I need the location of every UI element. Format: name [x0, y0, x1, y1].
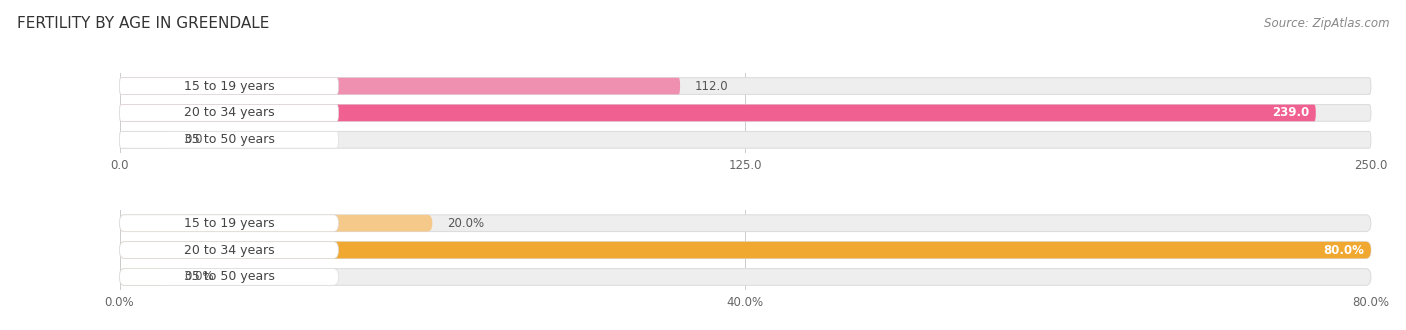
FancyBboxPatch shape [120, 78, 339, 94]
Text: Source: ZipAtlas.com: Source: ZipAtlas.com [1264, 16, 1389, 29]
FancyBboxPatch shape [120, 105, 1371, 121]
Text: 0.0: 0.0 [184, 133, 202, 146]
Text: 35 to 50 years: 35 to 50 years [184, 133, 274, 146]
Text: 239.0: 239.0 [1272, 107, 1309, 119]
FancyBboxPatch shape [120, 215, 433, 232]
FancyBboxPatch shape [120, 269, 1371, 285]
FancyBboxPatch shape [120, 215, 1371, 232]
FancyBboxPatch shape [120, 105, 339, 121]
FancyBboxPatch shape [120, 105, 1316, 121]
Text: 35 to 50 years: 35 to 50 years [184, 271, 274, 283]
FancyBboxPatch shape [120, 269, 170, 285]
FancyBboxPatch shape [120, 242, 1371, 258]
FancyBboxPatch shape [120, 131, 170, 148]
FancyBboxPatch shape [120, 242, 1371, 258]
FancyBboxPatch shape [120, 269, 339, 285]
Text: 15 to 19 years: 15 to 19 years [184, 217, 274, 230]
FancyBboxPatch shape [120, 215, 339, 232]
Text: 80.0%: 80.0% [1323, 244, 1365, 256]
Text: 20 to 34 years: 20 to 34 years [184, 244, 274, 256]
Text: 20 to 34 years: 20 to 34 years [184, 107, 274, 119]
FancyBboxPatch shape [120, 78, 681, 94]
Text: 15 to 19 years: 15 to 19 years [184, 80, 274, 92]
FancyBboxPatch shape [120, 131, 1371, 148]
Text: FERTILITY BY AGE IN GREENDALE: FERTILITY BY AGE IN GREENDALE [17, 16, 269, 31]
Text: 20.0%: 20.0% [447, 217, 485, 230]
Text: 112.0: 112.0 [695, 80, 728, 92]
FancyBboxPatch shape [120, 78, 1371, 94]
FancyBboxPatch shape [120, 131, 339, 148]
Text: 0.0%: 0.0% [184, 271, 214, 283]
FancyBboxPatch shape [120, 242, 339, 258]
